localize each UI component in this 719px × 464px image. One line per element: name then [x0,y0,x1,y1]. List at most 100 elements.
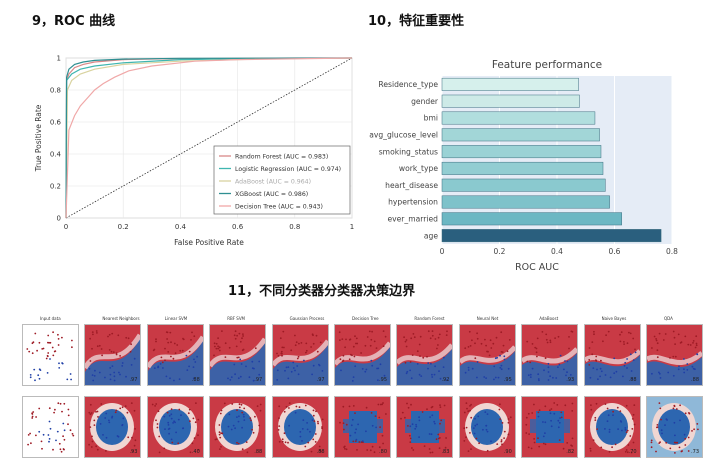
boundary-data-point [97,416,100,418]
boundary-data-point [321,370,323,372]
boundary-data-point [420,375,423,377]
boundary-data-point [400,417,403,420]
boundary-data-point [295,365,298,367]
boundary-data-point [310,373,313,376]
boundary-data-point [304,342,307,345]
boundary-data-point [161,361,164,364]
boundary-data-point [468,405,471,407]
roc-series-line-4 [65,57,353,219]
feature-category-label-1: gender [411,97,439,106]
boundary-data-point [402,411,405,414]
boundary-data-point [490,347,492,349]
boundary-data-point [553,402,556,404]
boundary-data-point [543,369,546,372]
boundary-data-point [686,369,689,371]
boundary-data-point [170,408,173,411]
boundary-data-point [69,429,72,432]
boundary-data-point [194,421,197,424]
boundary-data-point [182,338,185,341]
boundary-data-point [483,376,485,378]
boundary-data-point [42,433,45,436]
boundary-data-point [438,370,441,372]
boundary-data-point [535,351,538,354]
boundary-data-point [607,414,610,417]
boundary-tile-r2-c6: .80 [334,396,391,458]
boundary-data-point [599,359,602,362]
roc-x-tick-label: 0.8 [289,223,300,231]
boundary-data-point [696,353,699,356]
boundary-data-point [445,437,448,439]
boundary-data-point [672,355,675,358]
boundary-data-point [163,428,166,430]
boundary-region-inner [658,409,690,445]
boundary-data-point [674,343,676,345]
boundary-data-point [674,452,676,454]
boundary-data-point [104,417,107,419]
boundary-data-point [528,433,531,435]
boundary-data-point [187,412,190,415]
boundary-tile-r2-c9: .82 [521,396,579,458]
boundary-data-point [109,373,112,376]
feature-bar-6 [441,178,606,192]
boundary-data-point [172,379,175,382]
boundary-data-point [480,342,483,345]
boundary-data-point [234,373,237,376]
boundary-data-point [531,412,534,414]
boundary-data-point [61,336,63,339]
feature-x-tick-label: 0.4 [551,247,563,256]
boundary-data-point [550,408,553,410]
boundary-data-point [621,375,624,378]
boundary-data-point [339,358,342,361]
boundary-data-point [349,434,352,437]
boundary-data-point [281,330,284,333]
boundary-classifier-title: Input data [40,316,61,321]
boundary-data-point [316,420,319,423]
boundary-data-point [360,441,363,443]
boundary-data-point [311,438,314,441]
boundary-data-point [415,423,418,426]
boundary-data-point [122,417,125,420]
boundary-data-point [526,360,529,363]
boundary-data-point [345,423,348,426]
boundary-data-point [40,440,43,443]
boundary-data-point [406,372,408,375]
boundary-data-point [379,363,382,366]
boundary-data-point [215,347,218,350]
boundary-data-point [311,334,314,337]
boundary-data-point [632,413,635,416]
boundary-data-point [236,416,238,418]
boundary-data-point [352,405,355,407]
boundary-data-point [691,430,693,432]
boundary-input-background [23,397,78,457]
boundary-classifier-title: Random Forest [414,316,445,321]
boundary-data-point [433,373,436,376]
boundary-data-point [91,446,94,448]
boundary-data-point [673,336,676,339]
boundary-data-point [571,437,574,440]
boundary-data-point [109,333,111,336]
boundary-data-point [439,404,442,406]
boundary-data-point [620,429,623,432]
boundary-data-point [549,341,552,344]
boundary-data-point [414,336,417,339]
boundary-data-point [185,354,188,357]
boundary-data-point [48,407,51,410]
boundary-data-point [608,431,610,433]
boundary-data-point [131,364,133,366]
boundary-data-point [656,426,659,429]
boundary-data-point [370,412,373,414]
boundary-data-point [404,416,407,419]
boundary-data-point [500,439,503,441]
boundary-data-point [492,342,494,345]
boundary-data-point [285,366,287,369]
boundary-data-point [503,358,506,361]
boundary-data-point [407,425,410,427]
boundary-data-point [684,437,687,440]
boundary-data-point [160,356,163,359]
boundary-data-point [507,421,510,424]
boundary-tile-r1-c6: .95 [334,324,391,386]
boundary-data-point [245,365,248,368]
boundary-data-point [404,340,407,343]
boundary-data-point [616,406,619,409]
boundary-data-point [259,409,262,412]
